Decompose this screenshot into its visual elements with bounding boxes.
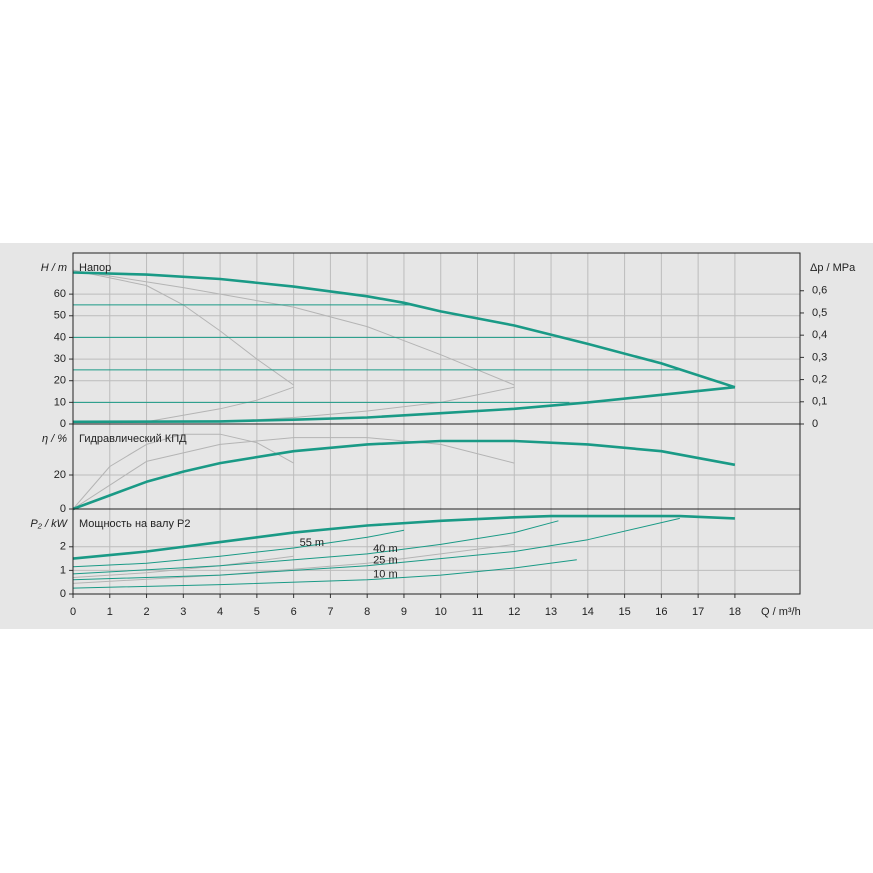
- x-tick-label: 1: [107, 606, 113, 618]
- x-tick-label: 14: [582, 606, 594, 618]
- curve: [72, 269, 515, 386]
- y2-tick-label: 0,3: [812, 351, 827, 363]
- x-tick-label: 3: [180, 606, 186, 618]
- x-tick-label: 7: [327, 606, 333, 618]
- x-tick-label: 15: [618, 606, 630, 618]
- y-tick-label: 50: [54, 310, 66, 322]
- y-tick-label: 1: [60, 564, 66, 576]
- x-tick-label: 2: [143, 606, 149, 618]
- curve: [72, 529, 405, 568]
- y-tick-label: 20: [54, 375, 66, 387]
- x-tick-label: 18: [729, 606, 741, 618]
- y-axis-label: P₂ / kW: [30, 518, 68, 530]
- curve: [72, 514, 735, 560]
- y-tick-label: 40: [54, 331, 66, 343]
- y2-tick-label: 0,5: [812, 307, 827, 319]
- curve: [72, 543, 515, 584]
- curve: [72, 437, 515, 510]
- panel-background: [0, 243, 873, 629]
- y2-tick-label: 0: [812, 418, 818, 430]
- curve: [72, 559, 577, 589]
- curve: [72, 271, 736, 389]
- y2-tick-label: 0,2: [812, 373, 827, 385]
- y-tick-label: 60: [54, 288, 66, 300]
- curve: [220, 386, 515, 423]
- x-tick-label: 16: [655, 606, 667, 618]
- curve-label: 40 m: [373, 543, 397, 555]
- curve: [146, 386, 294, 423]
- curve: [72, 520, 559, 575]
- y2-axis-label: Δp / MPa: [810, 262, 856, 274]
- x-tick-label: 0: [70, 606, 76, 618]
- x-tick-label: 6: [291, 606, 297, 618]
- y-axis-label: H / m: [41, 262, 67, 274]
- panel-title: Мощность на валу P2: [79, 518, 191, 530]
- x-tick-label: 17: [692, 606, 704, 618]
- x-tick-label: 5: [254, 606, 260, 618]
- curve-label: 25 m: [373, 555, 397, 567]
- curve: [72, 517, 680, 581]
- y-tick-label: 30: [54, 353, 66, 365]
- y-axis-label: η / %: [42, 433, 67, 445]
- y-tick-label: 0: [60, 503, 66, 515]
- y-tick-label: 20: [54, 469, 66, 481]
- curve: [72, 433, 294, 510]
- x-tick-label: 8: [364, 606, 370, 618]
- curve-label: 55 m: [300, 537, 324, 549]
- curve: [72, 439, 736, 511]
- x-tick-label: 10: [435, 606, 447, 618]
- curve: [72, 269, 294, 386]
- plot-frame: [72, 508, 801, 595]
- x-tick-label: 4: [217, 606, 223, 618]
- x-tick-label: 9: [401, 606, 407, 618]
- y-tick-label: 2: [60, 541, 66, 553]
- y-tick-label: 10: [54, 396, 66, 408]
- panel-title: Гидравлический КПД: [79, 433, 187, 445]
- panel-title: Напор: [79, 262, 111, 274]
- y-tick-label: 0: [60, 418, 66, 430]
- x-tick-label: 11: [472, 606, 483, 618]
- x-tick-label: 13: [545, 606, 557, 618]
- y2-tick-label: 0,4: [812, 329, 827, 341]
- curve: [72, 555, 294, 578]
- y2-tick-label: 0,6: [812, 285, 827, 297]
- y-tick-label: 0: [60, 588, 66, 600]
- curve: [72, 385, 736, 424]
- y2-tick-label: 0,1: [812, 396, 827, 408]
- x-tick-label: 12: [508, 606, 520, 618]
- x-axis-label: Q / m³/h: [761, 606, 801, 618]
- curve-label: 10 m: [373, 569, 397, 581]
